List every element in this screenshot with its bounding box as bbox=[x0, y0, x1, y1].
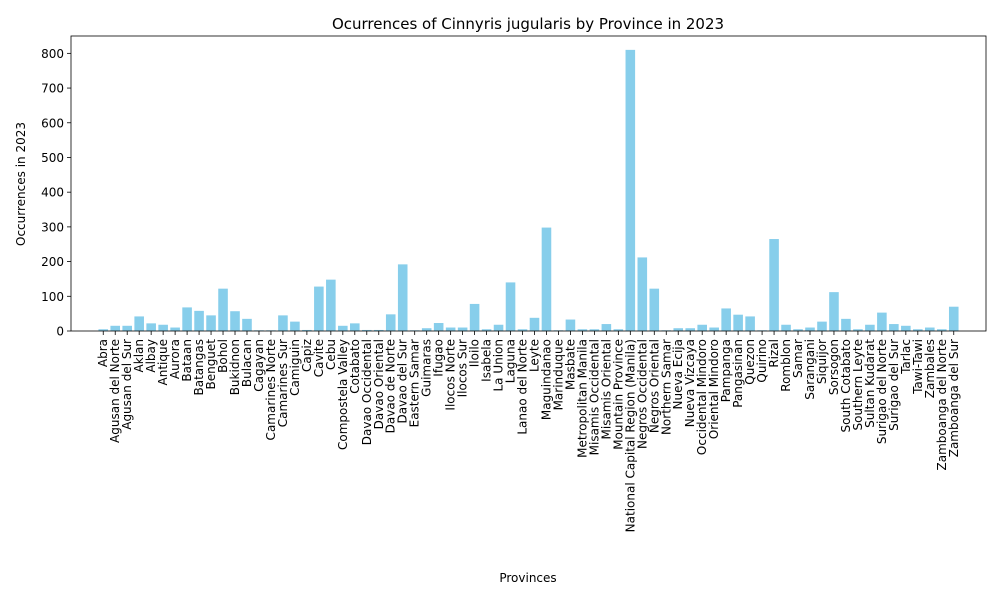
bar-negros-occidental bbox=[638, 257, 648, 331]
y-tick-label: 200 bbox=[41, 255, 64, 269]
bar-benguet bbox=[206, 315, 216, 331]
bar-masbate bbox=[566, 320, 576, 331]
bar-nueva-ecija bbox=[673, 328, 683, 331]
bar-ilocos-sur bbox=[458, 328, 468, 331]
y-tick-label: 700 bbox=[41, 82, 64, 96]
bar-surigao-del-norte bbox=[877, 313, 887, 331]
bar-aurora bbox=[170, 328, 180, 331]
bar-national-capital-region-manila- bbox=[626, 50, 636, 331]
bar-pangasinan bbox=[733, 315, 743, 331]
bar-quezon bbox=[745, 316, 755, 331]
bars-group bbox=[98, 50, 958, 331]
bar-laguna bbox=[506, 282, 516, 331]
y-tick-label: 400 bbox=[41, 186, 64, 200]
bar-compostela-valley bbox=[338, 326, 348, 331]
bar-cavite bbox=[314, 287, 324, 331]
bar-nueva-vizcaya bbox=[685, 328, 695, 331]
y-tick-label: 100 bbox=[41, 290, 64, 304]
bar-agusan-del-sur bbox=[122, 326, 132, 331]
bar-zambales bbox=[925, 328, 935, 331]
bar-ifugao bbox=[434, 323, 444, 331]
bar-la-union bbox=[494, 325, 504, 331]
bar-surigao-del-sur bbox=[889, 324, 899, 331]
bar-davao-del-sur bbox=[398, 264, 408, 331]
bar-guimaras bbox=[422, 328, 432, 331]
bar-romblon bbox=[781, 325, 791, 331]
bar-maguindanao bbox=[542, 228, 552, 331]
bar-bulacan bbox=[242, 319, 252, 331]
bar-cotabato bbox=[350, 323, 360, 331]
bar-misamis-oriental bbox=[602, 324, 612, 331]
bar-bohol bbox=[218, 289, 228, 331]
bar-albay bbox=[146, 323, 156, 331]
bar-rizal bbox=[769, 239, 779, 331]
bar-south-cotabato bbox=[841, 319, 851, 331]
bar-sarangani bbox=[805, 328, 815, 331]
y-axis-ticks: 0 100 200 300 400 500 600 700 800 bbox=[41, 47, 71, 339]
bar-zamboanga-del-sur bbox=[949, 307, 959, 331]
bar-occidental-mindoro bbox=[697, 325, 707, 331]
bar-iloilo bbox=[470, 304, 480, 331]
bar-camarines-sur bbox=[278, 315, 288, 331]
y-tick-label: 800 bbox=[41, 47, 64, 61]
bar-ilocos-norte bbox=[446, 328, 456, 331]
x-tick-label: Zamboanga del Sur bbox=[947, 339, 961, 457]
x-axis-label: Provinces bbox=[499, 571, 556, 585]
bar-davao-de-norte bbox=[386, 314, 396, 331]
bar-pampanga bbox=[721, 308, 731, 331]
bar-antique bbox=[158, 325, 168, 331]
y-tick-label: 600 bbox=[41, 116, 64, 130]
bar-aklan bbox=[134, 316, 144, 331]
bar-camiguin bbox=[290, 322, 300, 331]
bar-sultan-kudarat bbox=[865, 325, 875, 331]
bar-oriental-mindoro bbox=[709, 328, 719, 331]
bar-cebu bbox=[326, 280, 336, 331]
bar-batangas bbox=[194, 311, 204, 331]
y-axis-label: Occurrences in 2023 bbox=[14, 122, 28, 246]
plot-frame bbox=[71, 36, 986, 331]
y-tick-label: 500 bbox=[41, 151, 64, 165]
y-tick-label: 300 bbox=[41, 220, 64, 234]
bar-leyte bbox=[530, 318, 540, 331]
bar-sorsogon bbox=[829, 292, 839, 331]
chart-title: Ocurrences of Cinnyris jugularis by Prov… bbox=[332, 15, 724, 33]
bar-tarlac bbox=[901, 326, 911, 331]
y-tick-label: 0 bbox=[56, 325, 64, 339]
bar-negros-oriental bbox=[649, 289, 659, 331]
bar-bukidnon bbox=[230, 311, 240, 331]
bar-bataan bbox=[182, 307, 192, 331]
bar-agusan-del-norte bbox=[110, 326, 120, 331]
bar-siquijor bbox=[817, 322, 827, 331]
